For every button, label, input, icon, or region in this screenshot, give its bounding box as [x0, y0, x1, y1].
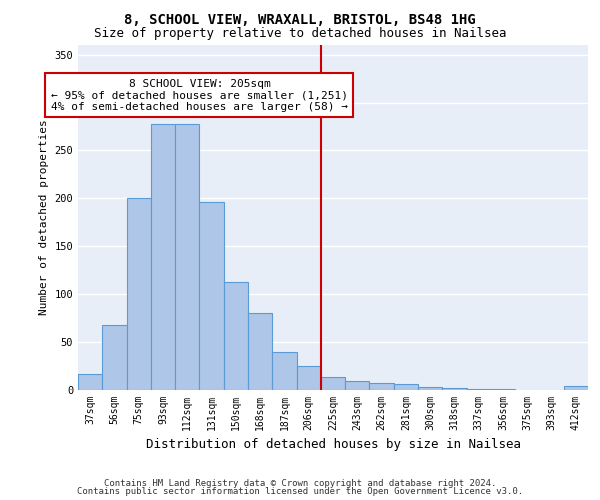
Bar	[102, 325, 127, 390]
Text: Size of property relative to detached houses in Nailsea: Size of property relative to detached ho…	[94, 28, 506, 40]
Bar	[199, 202, 224, 390]
Bar	[370, 384, 394, 390]
Bar	[418, 387, 442, 390]
Bar	[564, 386, 588, 390]
Text: Contains HM Land Registry data © Crown copyright and database right 2024.: Contains HM Land Registry data © Crown c…	[104, 478, 496, 488]
Bar	[467, 389, 491, 390]
Bar	[248, 314, 272, 390]
Bar	[345, 382, 370, 390]
Bar	[296, 366, 321, 390]
Bar	[321, 376, 345, 390]
Text: 8, SCHOOL VIEW, WRAXALL, BRISTOL, BS48 1HG: 8, SCHOOL VIEW, WRAXALL, BRISTOL, BS48 1…	[124, 12, 476, 26]
Text: Contains public sector information licensed under the Open Government Licence v3: Contains public sector information licen…	[77, 487, 523, 496]
Bar	[127, 198, 151, 390]
Text: 8 SCHOOL VIEW: 205sqm
← 95% of detached houses are smaller (1,251)
4% of semi-de: 8 SCHOOL VIEW: 205sqm ← 95% of detached …	[51, 78, 348, 112]
Bar	[442, 388, 467, 390]
Bar	[272, 352, 296, 390]
X-axis label: Distribution of detached houses by size in Nailsea: Distribution of detached houses by size …	[146, 438, 521, 452]
Bar	[151, 124, 175, 390]
Bar	[78, 374, 102, 390]
Bar	[175, 124, 199, 390]
Bar	[394, 384, 418, 390]
Y-axis label: Number of detached properties: Number of detached properties	[39, 120, 49, 316]
Bar	[224, 282, 248, 390]
Bar	[491, 389, 515, 390]
